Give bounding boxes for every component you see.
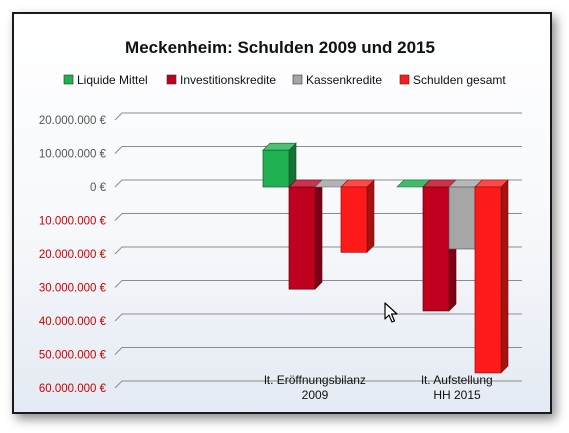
bar-0-1-side [314,179,323,290]
y-tick-label-5: 20.000.000 € [39,249,107,261]
y-tick-label-6: 30.000.000 € [39,283,107,295]
y-tick-label-3: 0 € [90,182,107,194]
gridline-1 [114,112,522,121]
y-tick-label-8: 50.000.000 € [39,350,107,362]
gridline-8 [114,347,522,355]
y-tick-label-7: 40.000.000 € [39,316,107,328]
legend-label-2: Investitionskredite [180,73,276,87]
bar-0-1 [288,179,323,290]
legend-label-4: Schulden gesamt [413,73,506,87]
bar-0-0-front [262,149,290,188]
gridline-2 [114,146,522,154]
y-tick-label-1: 20.000.000 € [39,115,107,127]
bar-0-3-front [340,186,368,253]
bar-0-0-side [288,142,297,188]
legend-label-3: Kassenkredite [306,73,382,87]
gridline-3 [114,179,522,188]
category-label-2-line-1: lt. Aufstellung [421,373,492,387]
legend-swatch-3 [292,74,303,85]
chart-title: Meckenheim: Schulden 2009 und 2015 [125,38,435,57]
bar-1-3-front [474,186,502,374]
bar-0-0 [262,142,297,188]
legend-swatch-2 [166,74,177,85]
bar-0-1-front [288,186,316,290]
category-label-2-line-2: HH 2015 [433,388,481,402]
bar-1-2-front [448,186,476,250]
gridline-4 [114,213,522,221]
gridline-5 [114,246,522,255]
category-label-1-line-2: 2009 [302,388,329,402]
gridline-6 [114,280,522,288]
bar-1-3 [474,179,509,374]
gridline-7 [114,313,522,322]
gridline-9 [114,380,522,389]
bar-1-1-front [422,186,450,312]
mouse-cursor-icon [384,302,398,323]
y-tick-label-9: 60.000.000 € [39,383,107,395]
bar-0-3 [340,179,375,254]
bar-1-3-side [500,179,509,374]
y-tick-label-4: 10.000.000 € [39,216,107,228]
bar-0-3-side [366,179,375,254]
category-label-1-line-1: lt. Eröffnungsbilanz [264,373,366,387]
legend-label-1: Liquide Mittel [77,73,148,87]
legend-swatch-4 [399,74,410,85]
legend-swatch-1 [63,74,74,85]
y-tick-label-2: 10.000.000 € [39,149,107,161]
